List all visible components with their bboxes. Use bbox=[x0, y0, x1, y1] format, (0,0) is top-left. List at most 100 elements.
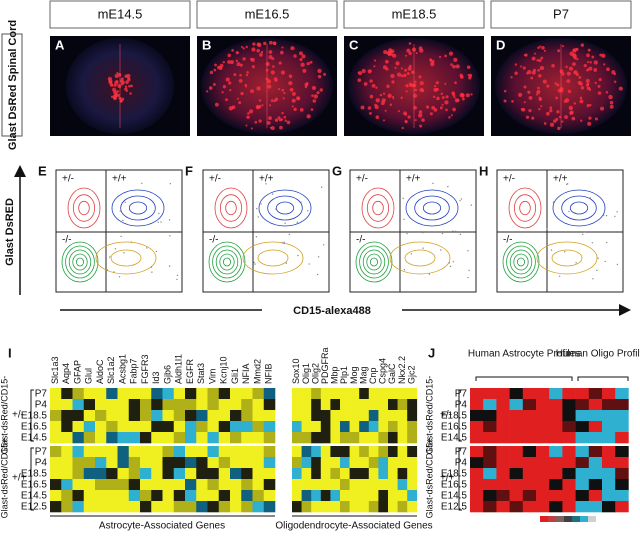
heat-cell bbox=[263, 490, 276, 502]
heat-cell bbox=[128, 446, 141, 458]
heat-cell bbox=[173, 388, 186, 400]
cell bbox=[433, 87, 438, 92]
heat-cell bbox=[185, 399, 197, 411]
heat-cell bbox=[397, 457, 408, 469]
panel-letter: F bbox=[185, 163, 193, 178]
heat-cell bbox=[407, 468, 418, 480]
heat-cell bbox=[311, 410, 322, 422]
cell bbox=[268, 50, 273, 54]
heat-cell bbox=[562, 479, 576, 491]
cell bbox=[606, 67, 610, 72]
heat-cell bbox=[151, 501, 163, 513]
heat-cell bbox=[162, 479, 175, 491]
quadrant: -/- bbox=[62, 235, 71, 246]
heat-cell bbox=[95, 432, 107, 444]
heat-cell bbox=[83, 479, 96, 491]
heat-cell bbox=[263, 479, 276, 491]
contour bbox=[508, 187, 542, 229]
heat-cell bbox=[241, 479, 253, 491]
cell bbox=[236, 62, 241, 67]
heat-cell bbox=[330, 410, 341, 422]
cell bbox=[536, 93, 539, 96]
event bbox=[470, 204, 473, 206]
cell bbox=[130, 84, 133, 88]
contour bbox=[422, 201, 442, 215]
heat-cell bbox=[185, 468, 197, 480]
heat-cell bbox=[241, 490, 253, 502]
cell bbox=[540, 105, 543, 108]
event bbox=[300, 201, 302, 203]
heat-cell bbox=[483, 457, 497, 469]
heat-cell bbox=[483, 501, 497, 513]
heat-cell bbox=[83, 421, 96, 433]
cell bbox=[310, 108, 314, 111]
cell bbox=[250, 57, 255, 62]
cell bbox=[536, 89, 541, 95]
heat-cell bbox=[575, 399, 590, 411]
heat-cell bbox=[95, 468, 107, 480]
contour bbox=[258, 189, 312, 227]
heat-cell bbox=[349, 501, 360, 513]
event bbox=[441, 232, 444, 235]
heat-cell bbox=[562, 410, 576, 422]
heat-cell bbox=[263, 446, 276, 458]
heat-cell bbox=[349, 399, 360, 411]
heat-cell bbox=[72, 410, 85, 422]
heat-cell bbox=[292, 490, 302, 502]
heat-cell bbox=[483, 468, 497, 480]
heat-cell bbox=[230, 421, 242, 433]
column-header: P7 bbox=[553, 6, 569, 21]
heat-cell bbox=[162, 432, 175, 444]
contour bbox=[67, 187, 101, 229]
heat-cell bbox=[320, 490, 331, 502]
event bbox=[592, 278, 594, 280]
heat-cell bbox=[292, 479, 302, 491]
heat-cell bbox=[263, 399, 276, 411]
heat-cell bbox=[140, 490, 152, 502]
contour bbox=[414, 195, 450, 221]
gene-label: Mbp bbox=[330, 366, 340, 384]
heat-cell bbox=[496, 457, 510, 469]
heat-cell bbox=[575, 479, 590, 491]
contour bbox=[78, 200, 90, 216]
cell bbox=[299, 57, 303, 62]
contour bbox=[509, 249, 533, 275]
heat-cell bbox=[397, 501, 408, 513]
heat-cell bbox=[95, 446, 107, 458]
heat-cell bbox=[388, 457, 398, 469]
heat-cell bbox=[207, 399, 220, 411]
heat-cell bbox=[575, 421, 590, 433]
cell bbox=[579, 82, 583, 86]
heat-cell bbox=[252, 446, 265, 458]
cell bbox=[566, 71, 571, 76]
event bbox=[119, 210, 122, 212]
cell bbox=[221, 91, 224, 94]
contour bbox=[561, 195, 597, 221]
contour bbox=[65, 245, 95, 279]
cell bbox=[284, 119, 288, 122]
cell bbox=[455, 64, 460, 69]
contour bbox=[355, 241, 393, 283]
heat-cell bbox=[50, 457, 62, 469]
contour bbox=[72, 253, 88, 271]
heat-cell bbox=[162, 399, 175, 411]
cell bbox=[212, 83, 216, 86]
cell bbox=[357, 78, 362, 83]
cell bbox=[274, 97, 279, 102]
heat-cell bbox=[311, 399, 322, 411]
contour bbox=[361, 187, 395, 229]
cell bbox=[514, 71, 518, 75]
row-label: E16.5 bbox=[441, 422, 468, 433]
cell bbox=[574, 70, 577, 74]
heat-cell bbox=[106, 399, 118, 411]
heat-cell bbox=[263, 388, 276, 400]
cell bbox=[461, 97, 465, 101]
cell bbox=[594, 117, 598, 121]
gene-label: Aqp4 bbox=[61, 363, 71, 384]
side-label: Glast-dsRed/CD15+ bbox=[424, 438, 434, 519]
heat-cell bbox=[230, 468, 242, 480]
heat-cell bbox=[562, 446, 576, 458]
cell bbox=[503, 99, 507, 103]
cell bbox=[436, 96, 440, 101]
event bbox=[130, 241, 133, 243]
